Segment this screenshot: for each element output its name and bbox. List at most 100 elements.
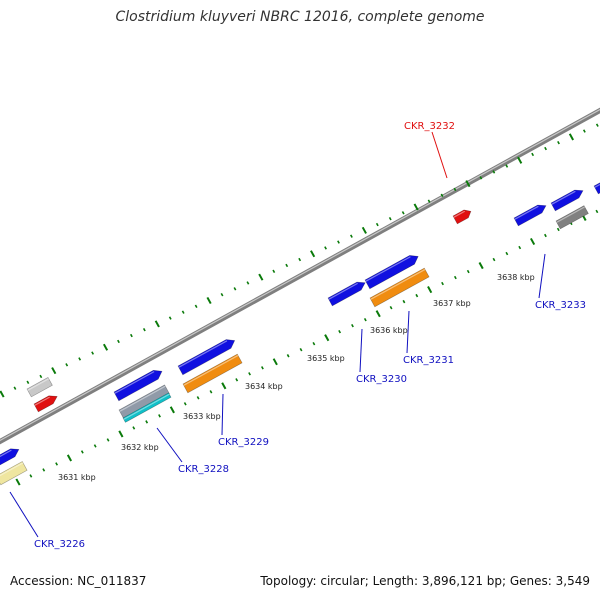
gene-label: CKR_3229 bbox=[218, 437, 269, 448]
outer-tick-row-tick bbox=[595, 123, 599, 127]
inner-tick-row-tick bbox=[235, 378, 239, 382]
gene-ckr-3229-blue-shine bbox=[178, 340, 228, 368]
inner-tick-row-tick bbox=[15, 478, 21, 486]
inner-tick-row-tick bbox=[351, 323, 354, 328]
outer-tick-row-tick bbox=[337, 240, 340, 244]
inner-tick-row-tick bbox=[312, 342, 316, 346]
gene-ckr-3229 bbox=[182, 353, 243, 394]
outer-tick-row-tick bbox=[0, 390, 5, 398]
inner-tick-row-tick bbox=[402, 299, 406, 304]
gene-ckr-3228-cyan-shine bbox=[123, 393, 170, 420]
gene-ckr-3232-shine bbox=[453, 210, 466, 218]
outer-tick-row-tick bbox=[233, 287, 237, 291]
gene-gray-3235 bbox=[555, 205, 589, 230]
gene-ckr-3228-cyan bbox=[122, 392, 172, 423]
inner-tick-row-tick bbox=[415, 293, 419, 298]
inner-tick-row-tick bbox=[209, 390, 213, 394]
gene-label-leader bbox=[359, 328, 363, 373]
outer-tick-row-tick bbox=[568, 133, 575, 141]
gene-label: CKR_3228 bbox=[178, 464, 229, 475]
outer-tick-row-tick bbox=[310, 250, 316, 258]
inner-tick-row-tick bbox=[556, 227, 560, 232]
backbone-line bbox=[0, 107, 600, 445]
outer-tick-row-tick bbox=[285, 263, 289, 268]
gene-ckr-3233-shine bbox=[514, 205, 539, 220]
outer-tick-row-tick bbox=[129, 333, 133, 338]
gene-ckr-3233 bbox=[513, 204, 547, 227]
inner-tick-row-tick bbox=[132, 426, 136, 430]
outer-tick-row-tick bbox=[557, 141, 560, 145]
inner-tick-row-tick bbox=[363, 317, 367, 322]
gene-label-leader bbox=[538, 253, 546, 299]
inner-tick-row-tick bbox=[158, 414, 161, 418]
accession-text: Accession: NC_011837 bbox=[10, 574, 147, 588]
map-title: Clostridium kluyveri NBRC 12016, complet… bbox=[115, 9, 485, 25]
gene-ckr-3228-shine bbox=[119, 385, 166, 412]
inner-tick-row-tick bbox=[118, 430, 124, 438]
inner-tick-row-tick bbox=[299, 348, 303, 352]
outer-tick-row-tick bbox=[350, 234, 353, 238]
inner-tick-row-tick bbox=[272, 358, 278, 366]
gene-outer-red-shine bbox=[34, 396, 50, 406]
gene-ckr-3231-blue bbox=[364, 255, 419, 290]
kbp-label: 3638 kbp bbox=[497, 273, 535, 282]
gene-ckr-3228 bbox=[118, 384, 170, 420]
inner-tick-row-tick bbox=[169, 406, 175, 414]
inner-tick-row-tick bbox=[324, 334, 330, 342]
outer-tick-row-tick bbox=[298, 257, 302, 262]
outer-tick-row-tick bbox=[544, 146, 547, 151]
inner-tick-row-tick bbox=[530, 237, 536, 246]
inner-tick-row-tick bbox=[80, 450, 84, 454]
inner-tick-row-tick bbox=[466, 269, 470, 274]
outer-tick-row-tick bbox=[39, 374, 43, 379]
gene-ckr-3231 bbox=[369, 267, 430, 308]
inner-tick-row-tick bbox=[42, 468, 46, 472]
gene-outer-red bbox=[33, 395, 58, 413]
outer-tick-row-tick bbox=[401, 211, 405, 215]
outer-tick-row-tick bbox=[258, 273, 264, 281]
gene-label-leader bbox=[431, 131, 448, 179]
inner-tick-row-tick bbox=[145, 420, 149, 424]
outer-tick-row-tick bbox=[324, 246, 327, 250]
outer-tick-row-tick bbox=[78, 357, 82, 361]
kbp-label: 3637 kbp bbox=[433, 299, 471, 308]
outer-tick-row-tick bbox=[168, 316, 172, 320]
inner-tick-row-tick bbox=[183, 402, 187, 406]
inner-tick-row-tick bbox=[478, 262, 484, 270]
gene-ckr-3229-blue bbox=[177, 339, 236, 376]
inner-tick-row-tick bbox=[427, 286, 433, 294]
inner-tick-row-tick bbox=[544, 233, 547, 238]
gene-ckr-3231-shine bbox=[370, 268, 426, 300]
inner-tick-row-tick bbox=[389, 305, 393, 310]
gene-ckr-3234 bbox=[550, 189, 584, 212]
outer-tick-row-tick bbox=[102, 343, 109, 351]
outer-tick-row-tick bbox=[117, 339, 120, 344]
gene-outer-gray bbox=[26, 376, 53, 398]
outer-tick-row-tick bbox=[375, 222, 379, 227]
outer-tick-row-tick bbox=[582, 129, 586, 133]
inner-tick-row-tick bbox=[55, 462, 59, 466]
gene-edge-blue bbox=[593, 182, 600, 195]
outer-tick-row-tick bbox=[465, 180, 471, 188]
kbp-label: 3635 kbp bbox=[307, 354, 345, 363]
kbp-label: 3631 kbp bbox=[58, 473, 96, 482]
kbp-label: 3636 kbp bbox=[370, 326, 408, 335]
gene-ckr-3226-shine bbox=[0, 449, 12, 458]
gene-label: CKR_3231 bbox=[403, 355, 454, 366]
gene-label-leader bbox=[221, 393, 224, 436]
gene-label: CKR_3233 bbox=[535, 300, 586, 311]
gene-ckr-3229-shine bbox=[183, 354, 239, 386]
outer-tick-row-tick bbox=[154, 320, 160, 328]
gene-ckr-3232 bbox=[452, 209, 472, 225]
gene-edge-blue-shine bbox=[594, 183, 600, 188]
outer-tick-row-tick bbox=[413, 203, 419, 211]
inner-tick-row-tick bbox=[66, 454, 73, 462]
gene-ckr-3226-yellow bbox=[0, 461, 28, 486]
inner-tick-row-tick bbox=[505, 251, 509, 256]
gene-ckr-3231-blue-shine bbox=[365, 256, 411, 282]
gene-ckr-3226 bbox=[0, 448, 20, 466]
outer-tick-row-tick bbox=[492, 170, 496, 174]
inner-tick-row-tick bbox=[248, 372, 251, 376]
gene-label-leader bbox=[156, 427, 183, 463]
